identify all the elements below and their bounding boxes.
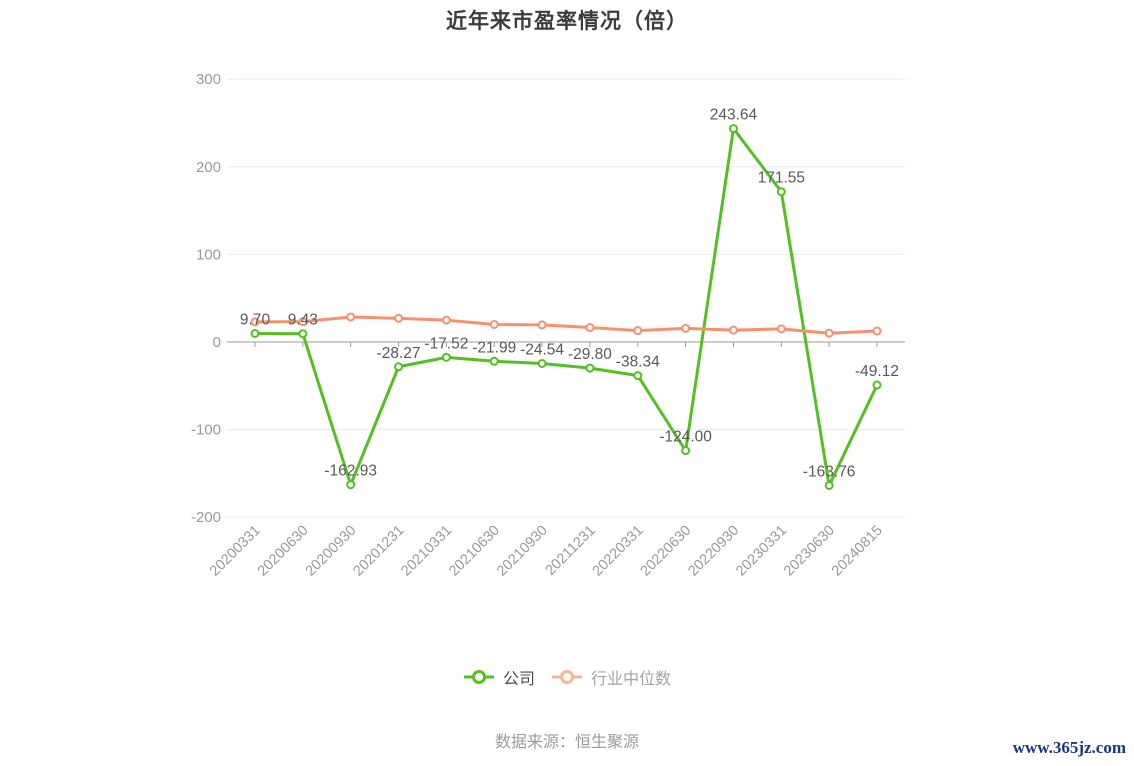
- y-axis-tick-label: -100: [191, 422, 221, 439]
- data-point-company-20220930[interactable]: [728, 124, 738, 134]
- company-line-marker-icon: [463, 670, 494, 684]
- x-axis-tick-label: 20200630: [255, 523, 312, 580]
- legend-item-company[interactable]: 公司: [463, 665, 535, 689]
- data-label-20210630: -21.99: [472, 339, 516, 356]
- data-label-20220331: -38.34: [616, 354, 660, 371]
- data-point-company-20201231[interactable]: [394, 362, 404, 372]
- data-point-company-20240815[interactable]: [872, 380, 882, 390]
- legend-label-company: 公司: [502, 671, 535, 688]
- data-point-company-20210630[interactable]: [489, 356, 499, 366]
- x-axis-tick-label: 20211231: [543, 523, 599, 579]
- legend-label-industry-median: 行业中位数: [591, 671, 672, 688]
- data-point-company-20220630[interactable]: [681, 446, 691, 456]
- data-label-20210331: -17.52: [424, 335, 468, 352]
- data-label-20200930: -162.93: [324, 463, 377, 480]
- data-label-20200630: 9.43: [288, 312, 318, 329]
- y-axis-tick-label: 0: [213, 334, 221, 351]
- x-axis-tick-label: 20200930: [303, 523, 360, 580]
- x-axis-tick-label: 20240815: [829, 523, 886, 580]
- data-point-industry-20210331[interactable]: [441, 315, 451, 325]
- data-label-20220630: -124.00: [659, 429, 712, 446]
- data-point-industry-20210630[interactable]: [489, 319, 499, 329]
- x-axis-tick-label: 20200331: [207, 523, 264, 580]
- x-axis-tick-label: 20210630: [446, 523, 503, 580]
- data-point-company-20200331[interactable]: [250, 329, 260, 339]
- y-axis-tick-label: 100: [196, 246, 221, 263]
- series-line-company: [254, 127, 879, 487]
- x-axis-tick-label: 20230630: [781, 523, 838, 580]
- data-point-company-20210930[interactable]: [537, 358, 547, 368]
- data-point-industry-20200630[interactable]: [298, 317, 308, 327]
- data-point-company-20200630[interactable]: [298, 329, 308, 339]
- industry-line-marker-icon: [552, 670, 582, 684]
- x-axis-tick-label: 20210331: [398, 523, 455, 580]
- data-point-company-20200930[interactable]: [346, 480, 356, 490]
- data-point-industry-20230331[interactable]: [776, 324, 786, 334]
- series-line-industry: [254, 315, 878, 335]
- data-point-industry-20230630[interactable]: [824, 328, 834, 338]
- watermark-link[interactable]: www.365jz.com: [1012, 738, 1126, 757]
- x-axis-tick-label: 20220930: [685, 523, 742, 580]
- chart-title: 近年来市盈率情况（倍）: [446, 10, 688, 33]
- x-axis-tick-label: 20230331: [733, 523, 790, 580]
- x-axis-tick-label: 20201231: [350, 523, 407, 580]
- pe-chart-svg: 300 200 100 0 -100 -2002020033120200630202009…: [191, 71, 905, 580]
- data-label-20240815: -49.12: [855, 363, 899, 380]
- data-point-industry-20200930[interactable]: [346, 312, 356, 322]
- data-label-20200331: 9.70: [240, 312, 271, 329]
- y-axis-tick-label: 300: [196, 71, 221, 88]
- data-label-20211231: -29.80: [568, 346, 612, 363]
- data-label-20201231: -28.27: [377, 345, 421, 362]
- data-point-company-20230630[interactable]: [824, 480, 834, 490]
- y-axis-tick-label: -200: [191, 509, 221, 526]
- data-point-company-20220331[interactable]: [633, 371, 643, 381]
- x-axis-tick-label: 20210930: [494, 523, 551, 580]
- data-point-industry-20210930[interactable]: [537, 320, 547, 330]
- data-point-company-20230331[interactable]: [776, 187, 786, 197]
- data-point-industry-20220930[interactable]: [728, 325, 738, 335]
- data-point-industry-20220331[interactable]: [633, 326, 643, 336]
- data-source-note: 数据来源：恒生聚源: [494, 734, 639, 751]
- data-label-20230630: -163.76: [803, 463, 856, 480]
- data-point-industry-20240815[interactable]: [872, 326, 882, 336]
- chart-legend: 公司 行业中位数: [0, 665, 1134, 689]
- legend-item-industry-median[interactable]: 行业中位数: [551, 665, 671, 689]
- data-label-20220930: 243.64: [710, 107, 758, 124]
- data-label-20230331: 171.55: [758, 170, 805, 187]
- x-axis-tick-label: 20220331: [590, 523, 647, 580]
- data-point-industry-20200331[interactable]: [250, 317, 260, 327]
- data-label-20210930: -24.54: [520, 341, 564, 358]
- data-point-company-20211231[interactable]: [585, 363, 595, 373]
- data-point-industry-20201231[interactable]: [394, 313, 404, 323]
- data-point-company-20210331[interactable]: [441, 352, 451, 362]
- y-axis-tick-label: 200: [196, 159, 221, 176]
- x-axis-tick-label: 20220630: [638, 523, 695, 580]
- data-point-industry-20220630[interactable]: [681, 323, 691, 333]
- data-point-industry-20211231[interactable]: [585, 323, 595, 333]
